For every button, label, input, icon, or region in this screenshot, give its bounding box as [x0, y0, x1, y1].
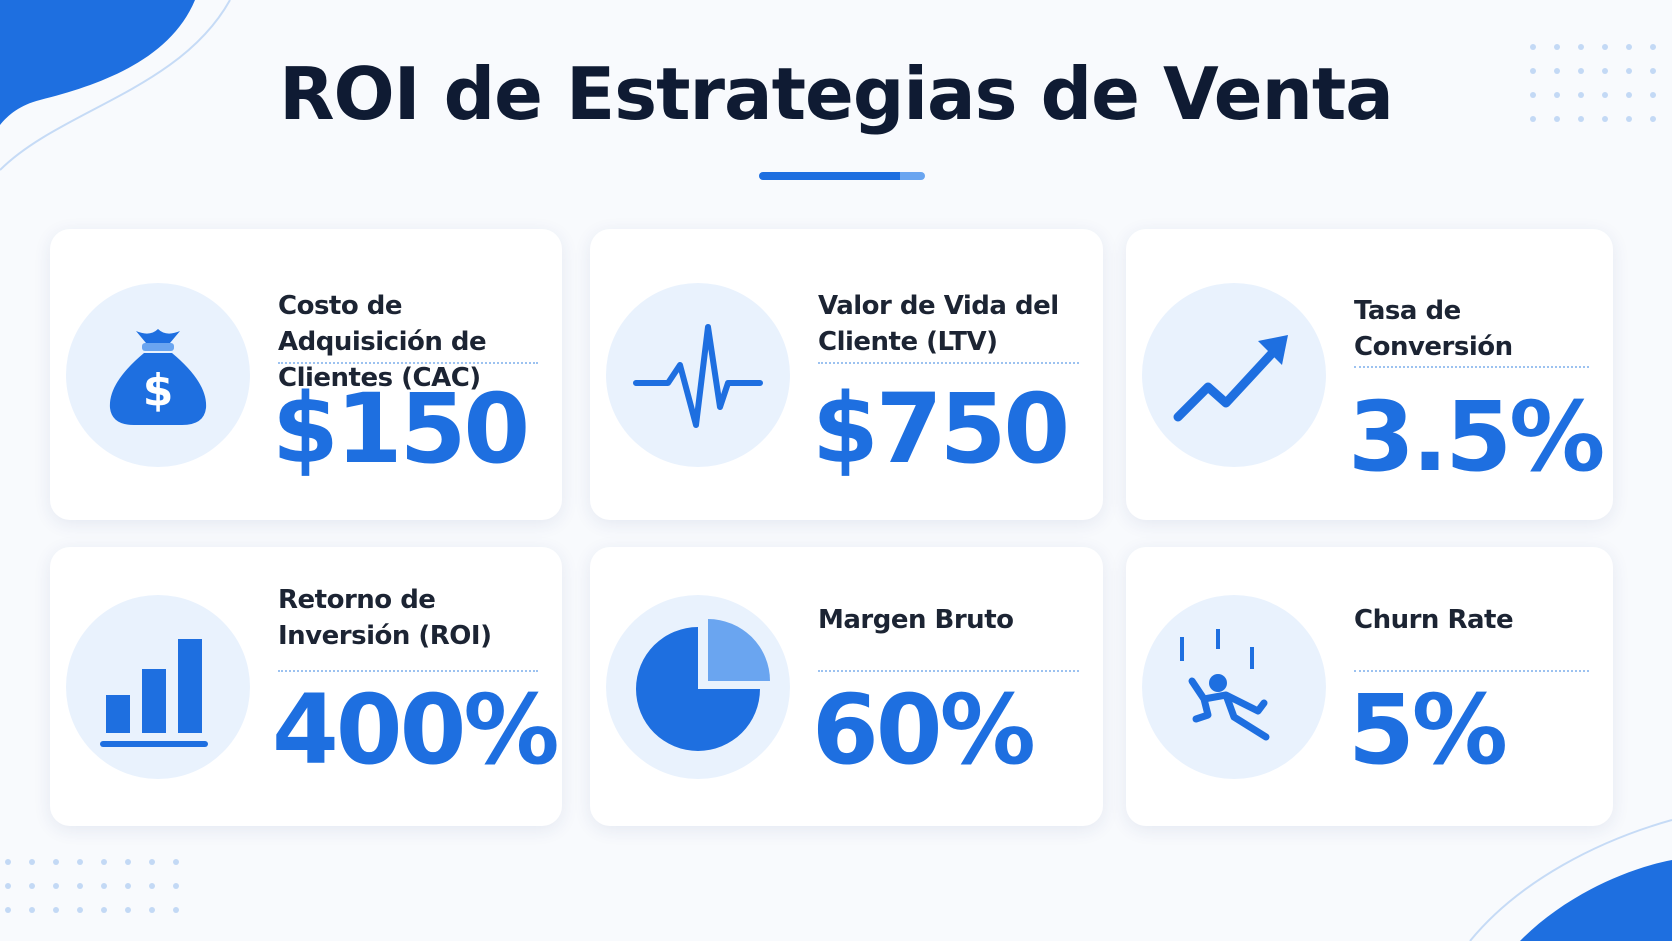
dot	[53, 859, 59, 865]
dot	[1578, 44, 1584, 50]
dot	[149, 907, 155, 913]
dot	[1602, 116, 1608, 122]
metric-label: Churn Rate	[1354, 605, 1514, 635]
metric-card: $ Costo de Adquisición de Clientes (CAC) $…	[50, 229, 562, 520]
dot	[5, 883, 11, 889]
metric-label: Costo de Adquisición de Clientes (CAC)	[278, 291, 487, 393]
metric-card: Tasa de Conversión 3.5%	[1126, 229, 1613, 520]
metric-label: Retorno de Inversión (ROI)	[278, 585, 492, 651]
dot	[53, 883, 59, 889]
dot	[53, 907, 59, 913]
dot	[1578, 92, 1584, 98]
dot	[1530, 68, 1536, 74]
dot	[1554, 116, 1560, 122]
icon-graphic	[1180, 628, 1270, 740]
dot	[1626, 116, 1632, 122]
dot	[1602, 44, 1608, 50]
dot	[1554, 92, 1560, 98]
title: ROI de Estrategias de Venta	[279, 52, 1394, 136]
metric-card: Margen Bruto 60%	[590, 547, 1103, 826]
icon	[1142, 594, 1326, 779]
metric-card: Retorno de Inversión (ROI) 400%	[50, 547, 562, 826]
dot	[29, 859, 35, 865]
metric-value: $750	[812, 373, 1070, 485]
icon-graphic	[633, 323, 763, 428]
dot	[1554, 68, 1560, 74]
icon-graphic: $	[109, 328, 207, 425]
dot	[5, 907, 11, 913]
dot	[1530, 116, 1536, 122]
icon: $	[66, 282, 250, 467]
metric-value: 5%	[1348, 674, 1508, 786]
metric-card: Valor de Vida del Cliente (LTV) $750	[590, 229, 1103, 520]
metric-label: Margen Bruto	[818, 605, 1014, 635]
dot	[173, 859, 179, 865]
divider	[818, 670, 1079, 672]
icon-graphic	[636, 618, 770, 751]
svg-text:$: $	[143, 365, 174, 416]
metric-value: 400%	[272, 674, 560, 786]
dot	[1626, 44, 1632, 50]
dot	[1602, 68, 1608, 74]
dot	[1626, 92, 1632, 98]
dot	[1650, 92, 1656, 98]
dot	[1650, 68, 1656, 74]
dot	[1554, 44, 1560, 50]
dot	[149, 859, 155, 865]
dot	[101, 859, 107, 865]
title-underline	[759, 172, 925, 180]
dot	[5, 859, 11, 865]
dot	[1578, 116, 1584, 122]
dot	[173, 907, 179, 913]
icon-graphic	[1173, 334, 1288, 421]
icon-graphic	[100, 638, 208, 747]
dot	[77, 859, 83, 865]
dot	[29, 907, 35, 913]
dot	[101, 883, 107, 889]
dot	[1530, 44, 1536, 50]
divider	[278, 362, 538, 364]
dot	[1650, 44, 1656, 50]
dot	[1578, 68, 1584, 74]
divider	[818, 362, 1079, 364]
icon	[1142, 282, 1326, 467]
dot	[1530, 92, 1536, 98]
metric-value: 60%	[812, 674, 1036, 786]
metric-label: Tasa de Conversión	[1354, 296, 1513, 362]
icon	[606, 594, 790, 779]
divider	[1354, 366, 1589, 368]
dot	[149, 883, 155, 889]
dot	[173, 883, 179, 889]
divider	[278, 670, 538, 672]
dot	[125, 859, 131, 865]
icon	[66, 594, 250, 779]
dot	[1602, 92, 1608, 98]
dot	[77, 883, 83, 889]
dot	[101, 907, 107, 913]
dot	[125, 907, 131, 913]
dot	[125, 883, 131, 889]
dot	[29, 883, 35, 889]
dot	[77, 907, 83, 913]
dot	[1626, 68, 1632, 74]
metric-card: Churn Rate 5%	[1126, 547, 1613, 826]
icon	[606, 282, 790, 467]
divider	[1354, 670, 1589, 672]
dot	[1650, 116, 1656, 122]
metric-value: $150	[272, 373, 530, 485]
metric-label: Valor de Vida del Cliente (LTV)	[818, 291, 1059, 357]
metric-value: 3.5%	[1348, 381, 1605, 493]
